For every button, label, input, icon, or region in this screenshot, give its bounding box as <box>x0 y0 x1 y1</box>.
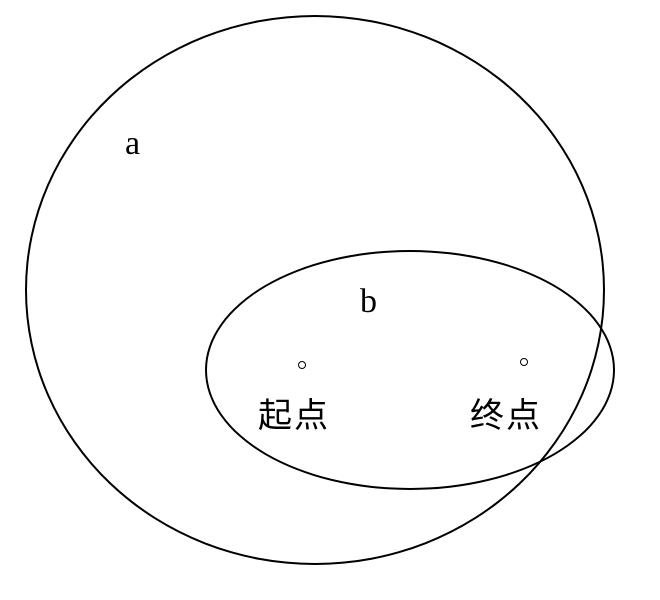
diagram-canvas: a b 起点 终点 <box>0 0 660 600</box>
label-b: b <box>360 283 377 321</box>
label-start: 起点 <box>258 388 330 437</box>
inner-ellipse-b <box>205 250 615 490</box>
start-point <box>298 361 306 369</box>
label-end: 终点 <box>470 388 542 437</box>
end-point <box>520 358 528 366</box>
label-a: a <box>125 125 140 163</box>
